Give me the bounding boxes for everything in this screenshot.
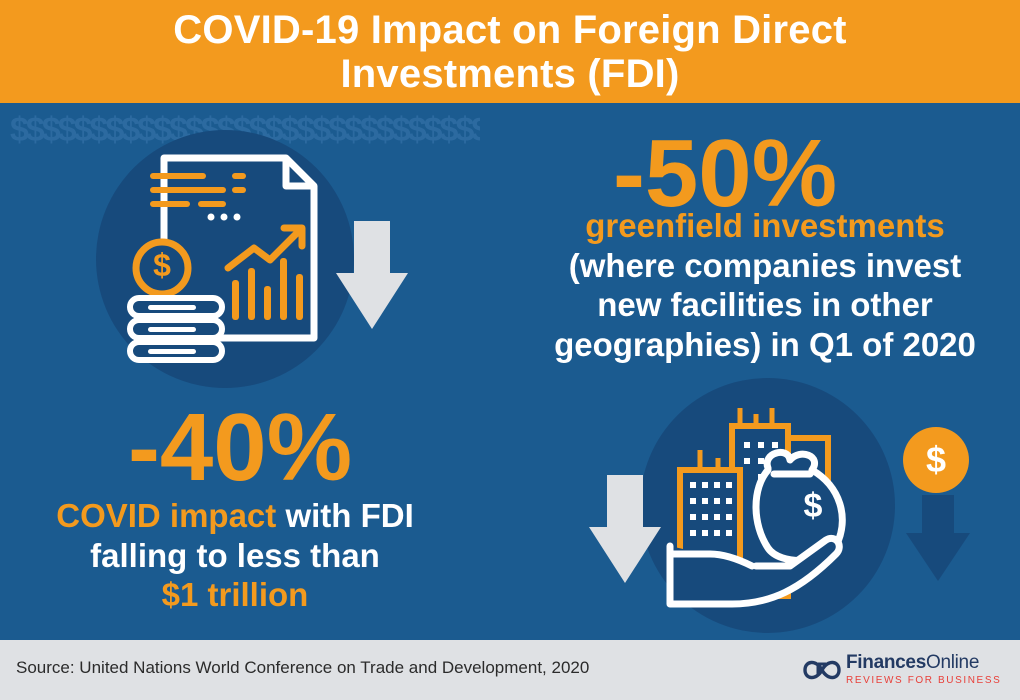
brand-name-bold: Finances bbox=[846, 652, 926, 673]
greenfield-line-2: new facilities in other bbox=[597, 286, 933, 323]
greenfield-highlight: greenfield investments bbox=[585, 207, 945, 244]
source-citation: Source: United Nations World Conference … bbox=[16, 658, 590, 677]
title-line-2: Investments (FDI) bbox=[340, 52, 680, 96]
brand-name: FinancesOnline bbox=[846, 652, 1001, 674]
financesonline-logo-icon bbox=[803, 660, 841, 680]
fdi-line-1: COVID impact with FDI bbox=[0, 496, 470, 536]
bag-dollar-symbol: $ bbox=[803, 487, 823, 525]
financesonline-brand: FinancesOnline REVIEWS FOR BUSINESS bbox=[846, 652, 1001, 686]
city-money-bag-icon bbox=[666, 408, 846, 608]
brand-tagline: REVIEWS FOR BUSINESS bbox=[846, 675, 1002, 686]
fdi-highlight: COVID impact bbox=[56, 497, 277, 534]
down-arrow-icon-gray bbox=[589, 475, 661, 583]
greenfield-line-3: geographies) in Q1 of 2020 bbox=[554, 326, 976, 363]
down-arrow-icon bbox=[336, 221, 408, 329]
greenfield-line-1: (where companies invest bbox=[568, 247, 962, 284]
title-line-1: COVID-19 Impact on Foreign Direct bbox=[173, 8, 847, 52]
footer-bar: Source: United Nations World Conference … bbox=[0, 640, 1020, 700]
fdi-line-3: $1 trillion bbox=[161, 576, 309, 613]
down-arrow-icon-dark bbox=[906, 495, 970, 581]
main-panel: $$$$$$$$$$$$$$$$$$$$$$$$$$$$$$$$$$$$$$$$… bbox=[0, 103, 1020, 640]
greenfield-decline-value: -50% bbox=[612, 120, 838, 227]
coin-dollar-symbol: $ bbox=[153, 247, 171, 283]
brand-name-light: Online bbox=[925, 652, 980, 673]
dollar-badge-symbol: $ bbox=[925, 439, 947, 480]
financial-report-icon bbox=[127, 154, 318, 363]
dollar-badge-icon bbox=[903, 427, 969, 493]
fdi-line-2: falling to less than bbox=[90, 537, 380, 574]
fdi-line-1-rest: with FDI bbox=[276, 497, 414, 534]
infographic-title: COVID-19 Impact on Foreign Direct Invest… bbox=[0, 0, 1020, 103]
fdi-decline-value: -40% bbox=[127, 394, 353, 501]
